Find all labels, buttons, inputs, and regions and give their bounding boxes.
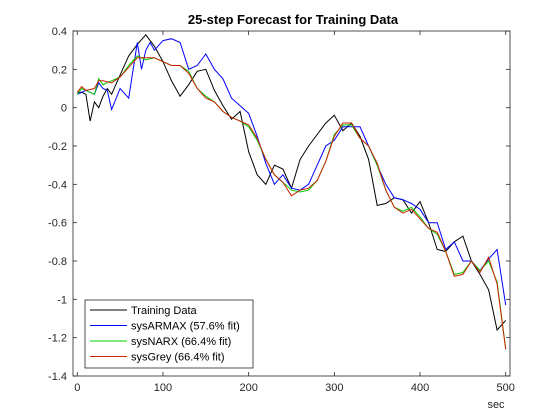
series-layer [76,34,507,350]
x-tick-label: 200 [239,382,257,394]
x-tick-label: 0 [74,382,80,394]
y-tick-label: -0.2 [48,141,67,153]
legend-label-3: sysGrey (66.4% fit) [131,352,225,364]
chart-title: 25-step Forecast for Training Data [188,12,399,27]
x-tick-label: 500 [497,382,515,394]
y-tick-label: 0 [61,103,67,115]
series-line-1 [77,38,507,306]
y-tick-label: -1.4 [48,371,67,383]
y-tick-label: -0.4 [48,179,67,191]
ticks-layer: 0 100 200 300 400 500 -1.4 -1.2 -1 -0.8 -0.6 -0.4 -0… [48,26,515,394]
y-tick-label: 0.4 [52,26,67,38]
legend-label-2: sysNARX (66.4% fit) [131,336,231,348]
series-line-3 [76,57,507,350]
axes-box [72,30,511,377]
x-tick-label: 100 [154,382,172,394]
legend: Training Data sysARMAX (57.6% fit) sysNARX… [84,299,254,369]
y-tick-label: -0.6 [48,218,67,230]
y-tick-label: 0.2 [52,64,67,76]
legend-label-1: sysARMAX (57.6% fit) [131,321,240,333]
x-axis-label: sec [487,399,505,411]
x-tick-label: 400 [411,382,429,394]
y-tick-label: -1.2 [48,333,67,345]
y-tick-label: -1 [57,294,67,306]
x-tick-label: 300 [325,382,343,394]
legend-label-0: Training Data [131,305,198,317]
y-tick-label: -0.8 [48,256,67,268]
